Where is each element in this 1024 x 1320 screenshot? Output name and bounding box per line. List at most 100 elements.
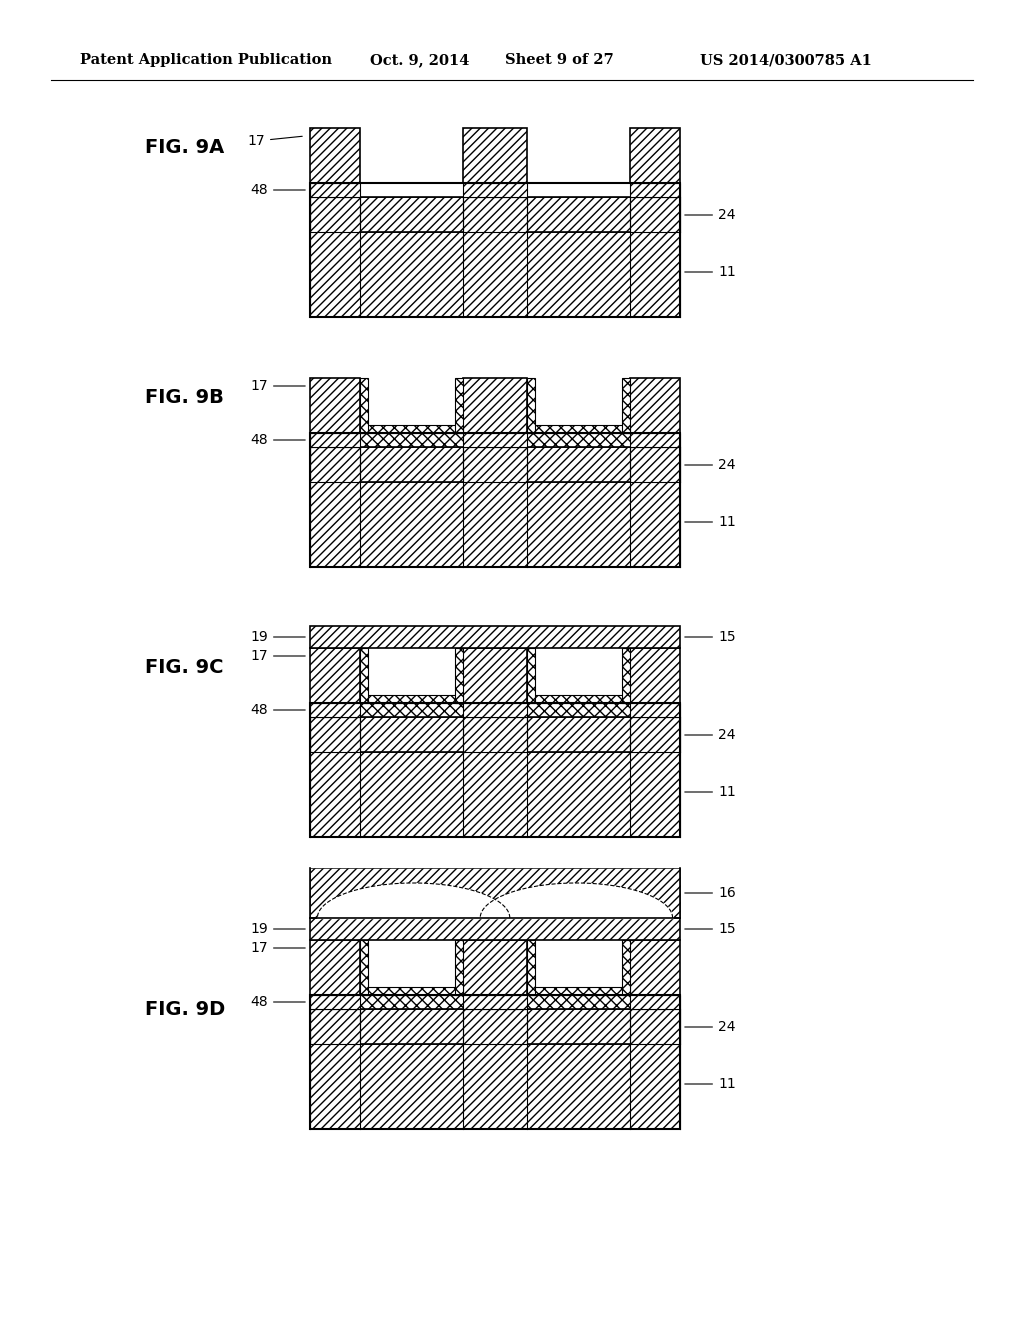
Bar: [310, 482, 360, 568]
Bar: [360, 696, 463, 704]
Bar: [463, 717, 527, 752]
Bar: [630, 197, 680, 232]
Bar: [455, 378, 463, 433]
Bar: [527, 940, 630, 995]
Bar: [360, 378, 463, 433]
Bar: [310, 183, 680, 317]
Bar: [463, 183, 527, 197]
Text: 17: 17: [251, 941, 305, 954]
Bar: [527, 648, 535, 704]
Bar: [630, 704, 680, 717]
Bar: [622, 378, 630, 433]
Text: 17: 17: [251, 379, 305, 393]
Text: 15: 15: [685, 921, 735, 936]
Text: US 2014/0300785 A1: US 2014/0300785 A1: [700, 53, 871, 67]
Bar: [630, 1008, 680, 1044]
Bar: [630, 183, 680, 197]
Text: 19: 19: [250, 921, 305, 936]
Text: 17: 17: [251, 649, 305, 663]
Text: 48: 48: [251, 995, 305, 1008]
Bar: [310, 183, 360, 197]
Bar: [360, 378, 368, 433]
Bar: [310, 995, 680, 1129]
Bar: [360, 940, 368, 995]
Bar: [310, 183, 680, 197]
Bar: [310, 433, 680, 447]
Text: Patent Application Publication: Patent Application Publication: [80, 53, 332, 67]
Bar: [360, 940, 463, 995]
Bar: [527, 940, 535, 995]
Bar: [527, 696, 630, 704]
Text: 11: 11: [685, 1077, 736, 1092]
Text: 17: 17: [248, 135, 302, 148]
Bar: [310, 1008, 680, 1044]
Bar: [310, 626, 680, 648]
Bar: [360, 425, 463, 433]
Bar: [630, 447, 680, 482]
Bar: [527, 128, 630, 183]
Bar: [463, 704, 527, 717]
Text: Oct. 9, 2014: Oct. 9, 2014: [370, 53, 469, 67]
Text: FIG. 9C: FIG. 9C: [145, 657, 223, 677]
Text: 24: 24: [685, 209, 735, 222]
Bar: [360, 987, 463, 995]
Text: 11: 11: [685, 515, 736, 529]
Text: 15: 15: [685, 630, 735, 644]
Bar: [630, 482, 680, 568]
Bar: [630, 378, 680, 433]
Bar: [463, 433, 527, 447]
Bar: [463, 232, 527, 317]
Bar: [630, 433, 680, 447]
Bar: [463, 648, 527, 704]
Bar: [310, 704, 680, 837]
Bar: [310, 648, 360, 704]
Text: 11: 11: [685, 785, 736, 799]
Bar: [310, 433, 680, 568]
Bar: [310, 128, 360, 183]
Bar: [360, 648, 368, 704]
Text: 48: 48: [251, 183, 305, 197]
Text: FIG. 9D: FIG. 9D: [145, 1001, 225, 1019]
Bar: [463, 752, 527, 837]
Bar: [310, 1008, 360, 1044]
Bar: [455, 648, 463, 704]
Bar: [310, 433, 360, 447]
Text: 19: 19: [250, 630, 305, 644]
Bar: [310, 752, 360, 837]
Bar: [463, 995, 527, 1008]
Text: FIG. 9B: FIG. 9B: [145, 388, 224, 407]
Bar: [622, 940, 630, 995]
Bar: [310, 1044, 680, 1129]
Bar: [310, 704, 360, 717]
Bar: [310, 447, 680, 482]
Bar: [360, 128, 463, 183]
Bar: [527, 425, 630, 433]
Bar: [630, 232, 680, 317]
Bar: [527, 378, 535, 433]
Bar: [630, 128, 680, 183]
Bar: [310, 717, 680, 752]
Bar: [622, 648, 630, 704]
Bar: [630, 752, 680, 837]
Text: 24: 24: [685, 458, 735, 473]
Bar: [463, 447, 527, 482]
Text: 24: 24: [685, 1020, 735, 1034]
Bar: [310, 378, 360, 433]
Bar: [630, 940, 680, 995]
Bar: [310, 447, 360, 482]
Bar: [630, 717, 680, 752]
Bar: [310, 752, 680, 837]
Bar: [463, 940, 527, 995]
Text: FIG. 9A: FIG. 9A: [145, 139, 224, 157]
Text: 48: 48: [251, 433, 305, 447]
Text: 16: 16: [685, 886, 736, 900]
Bar: [310, 197, 360, 232]
Bar: [310, 917, 680, 940]
Bar: [455, 940, 463, 995]
Bar: [630, 1044, 680, 1129]
Bar: [310, 704, 680, 717]
Bar: [527, 378, 630, 433]
Bar: [463, 128, 527, 183]
Bar: [310, 995, 680, 1008]
Bar: [463, 197, 527, 232]
